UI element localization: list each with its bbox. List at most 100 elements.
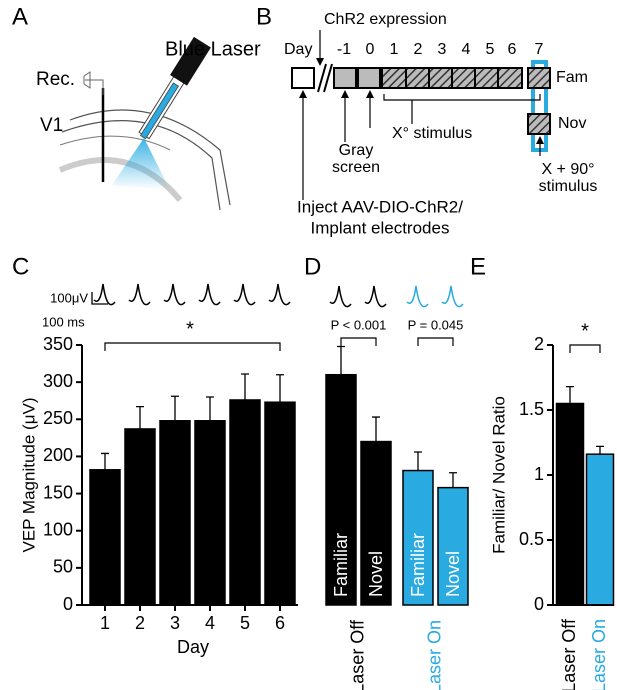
x-tick-label: 5 [240,613,250,633]
bar-label: Familiar [331,533,351,597]
surgery-diagram: Blue Laser Rec. V1 [36,36,261,211]
panel-label: A [12,3,28,30]
panel-label: C [12,253,29,280]
novel-stimulus-label: stimulus [539,178,598,195]
x-tick-label: 2 [135,613,145,633]
vep-trace [93,283,116,306]
scale-bar-label: 100μV [50,290,88,305]
vep-trace [163,283,186,306]
box [291,67,315,89]
day: 6 [508,41,517,58]
vep-trace [268,283,291,306]
vep-trace [364,285,387,308]
y-tick-label: 250 [43,408,73,428]
vep-trace [329,285,352,308]
vep-trace [128,283,151,306]
x-tick-label: Laser On [589,619,609,690]
error-bar [337,345,345,375]
error-bar [171,395,179,421]
stimulus-label: X° stimulus [392,125,472,142]
day: -1 [337,41,351,58]
vep-trace [233,283,256,306]
y-tick-label: 350 [43,334,73,354]
day: 5 [486,41,495,58]
error-bar [241,373,249,400]
familiar-label: Fam [556,69,588,86]
bar [585,453,615,606]
injection-label: Implant electrodes [311,218,450,237]
day-label: Day [284,41,312,58]
day: 2 [414,41,423,58]
day: 3 [438,41,447,58]
y-tick-label: 2 [534,334,544,354]
bar [159,420,191,606]
bar [555,402,585,606]
y-tick-label: 0.5 [519,529,544,549]
y-tick-label: 1.5 [519,399,544,419]
vep-trace [198,283,221,306]
bar [402,469,434,606]
region-label: V1 [40,115,63,136]
y-tick-label: 0 [534,594,544,614]
bracket [340,337,377,346]
group-label: Laser Off [347,619,367,690]
error-bar [566,385,574,404]
error-bar [136,406,144,429]
y-tick-label: 100 [43,519,73,539]
bar [194,420,226,606]
day: 7 [535,41,544,58]
bar-label: Familiar [408,533,428,597]
y-tick-label: 1 [534,464,544,484]
timeline: ChR2 expression Day -1 0 1 2 3 4 5 6 7 F… [284,11,597,237]
y-tick-label: 50 [53,557,73,577]
panel-label: B [256,3,272,30]
p-value: P = 0.045 [408,317,464,332]
y-axis-label: VEP Magnitude (μV) [19,397,38,552]
novel-stimulus-label: X + 90° [541,161,594,178]
box [527,113,551,135]
bracket [417,337,454,346]
bar [264,401,296,606]
p-value: P < 0.001 [331,317,387,332]
error-bar [414,451,422,471]
injection-label: Inject AAV-DIO-ChR2/ [297,197,463,216]
y-axis-label: Familiar/ Novel Ratio [489,396,508,554]
x-tick-label: Laser Off [559,618,579,690]
break [317,63,333,93]
box [527,67,551,89]
vep-trace [406,285,429,308]
day: 1 [390,41,399,58]
scale-bar-label: 100 ms [42,314,85,329]
significance: * [186,318,194,340]
error-bar [206,396,214,421]
x-tick-label: 3 [170,613,180,633]
y-tick-label: 0 [63,594,73,614]
laser-label: Blue Laser [165,38,261,60]
y-tick-label: 300 [43,371,73,391]
bar [229,399,261,606]
y-tick-label: 200 [43,445,73,465]
day: 0 [366,41,375,58]
bar-label: Novel [366,551,386,597]
x-tick-label: 1 [100,613,110,633]
expression-label: ChR2 expression [324,11,447,28]
x-axis-label: Day [177,637,209,657]
gray-screen-label: Gray [339,142,374,159]
bracket [104,342,281,351]
gray-screen-label: screen [332,159,380,176]
bar [89,469,121,606]
error-bar [449,472,457,488]
box [357,67,381,89]
bar-label: Novel [443,551,463,597]
error-bar [596,445,604,455]
vep-trace [441,285,464,308]
scale-bar [91,292,108,305]
group-label: Laser On [424,620,444,690]
error-bar [372,416,380,442]
x-tick-label: 6 [275,613,285,633]
y-tick-label: 150 [43,482,73,502]
error-bar [276,374,284,403]
significance: * [581,320,589,342]
